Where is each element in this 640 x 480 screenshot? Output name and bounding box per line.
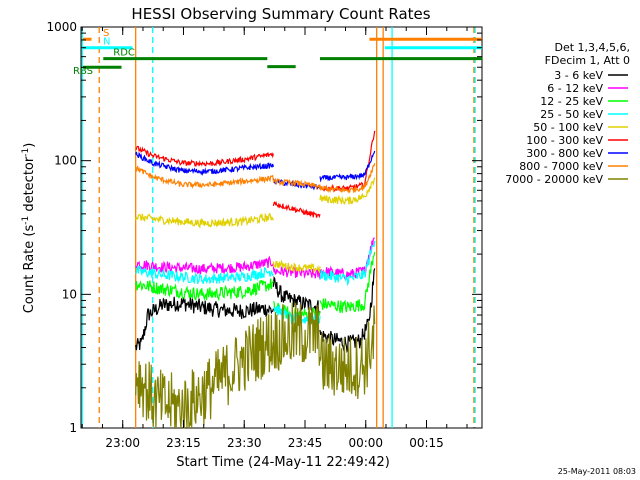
y-axis-label-part: detector xyxy=(22,156,37,216)
series-line xyxy=(135,296,274,351)
y-axis-label-superscript: -1 xyxy=(21,148,31,157)
series-line xyxy=(135,278,274,302)
series-line xyxy=(135,145,274,167)
series-line xyxy=(135,165,274,189)
series-line xyxy=(272,200,321,219)
legend-entry-label: 100 - 300 keV xyxy=(526,134,603,147)
y-axis-label-part: ) xyxy=(22,143,37,148)
y-axis: 1 10 100 1000 xyxy=(46,20,482,435)
legend-entry-label: 50 - 100 keV xyxy=(533,121,603,134)
series-line xyxy=(272,177,321,191)
x-axis: 23:00 23:15 23:30 23:45 00:00 00:15 xyxy=(81,27,468,450)
legend-entry-label: 800 - 7000 keV xyxy=(519,160,603,173)
y-axis-label-part: Count Rate (s xyxy=(22,225,37,314)
x-tick-label: 23:30 xyxy=(227,436,262,450)
series-line xyxy=(319,150,376,183)
y-tick-label: 1000 xyxy=(46,20,77,34)
series-50-100-kev xyxy=(135,177,376,274)
plot-frame xyxy=(80,26,483,429)
x-tick-label: 00:15 xyxy=(409,436,444,450)
event-markers xyxy=(81,27,476,428)
legend-entry-label: 3 - 6 keV xyxy=(554,69,603,82)
x-tick-label: 23:00 xyxy=(105,436,140,450)
series-line xyxy=(319,163,376,194)
y-axis-label: Count Rate (s-1 detector-1) xyxy=(21,143,37,314)
legend-entry-label: 300 - 800 keV xyxy=(526,147,603,160)
series-line xyxy=(135,265,274,285)
y-tick-label: 100 xyxy=(54,154,77,168)
series-line xyxy=(272,178,321,191)
series-line xyxy=(319,177,376,206)
generation-timestamp: 25-May-2011 08:03 xyxy=(558,467,636,476)
y-axis-label-superscript: -1 xyxy=(21,216,31,225)
series-800-7000-kev xyxy=(135,163,376,194)
series-line xyxy=(135,151,274,176)
series-line xyxy=(272,259,321,274)
x-tick-label: 23:15 xyxy=(166,436,201,450)
series-line xyxy=(319,305,376,400)
series-line xyxy=(319,240,376,287)
legend-entry-label: 12 - 25 keV xyxy=(540,95,603,108)
y-tick-label: 10 xyxy=(62,287,77,301)
series-line xyxy=(135,314,274,429)
x-axis-label: Start Time (24-May-11 22:49:42) xyxy=(176,455,390,470)
series-line xyxy=(319,251,376,314)
legend-entry-label: 25 - 50 keV xyxy=(540,108,603,121)
series-group xyxy=(135,130,376,429)
x-tick-label: 23:45 xyxy=(288,436,323,450)
series-line xyxy=(135,212,274,229)
series-100-300-kev xyxy=(135,130,376,219)
legend-entry-label: 7000 - 20000 keV xyxy=(505,173,603,186)
y-tick-label: 1 xyxy=(69,421,77,435)
series-300-800-kev xyxy=(135,150,376,191)
series-7000-20000-kev xyxy=(135,302,376,429)
legend: Det 1,3,4,5,6, FDecim 1, Att 0 3 - 6 keV… xyxy=(505,41,630,186)
flag-label: N xyxy=(103,37,110,48)
series-line xyxy=(319,237,375,280)
legend-header-line: Det 1,3,4,5,6, xyxy=(554,41,630,54)
chart-title: HESSI Observing Summary Count Rates xyxy=(131,5,430,23)
flag-label: RDC xyxy=(113,48,135,59)
legend-entry-label: 6 - 12 keV xyxy=(547,82,603,95)
series-line xyxy=(135,255,274,276)
x-tick-label: 00:00 xyxy=(348,436,383,450)
flag-label: RBS xyxy=(73,66,93,77)
series-line xyxy=(272,265,321,280)
flag-label: S xyxy=(103,28,109,39)
legend-header-line: FDecim 1, Att 0 xyxy=(545,54,630,67)
series-line xyxy=(272,302,321,371)
plot-area xyxy=(80,26,483,429)
